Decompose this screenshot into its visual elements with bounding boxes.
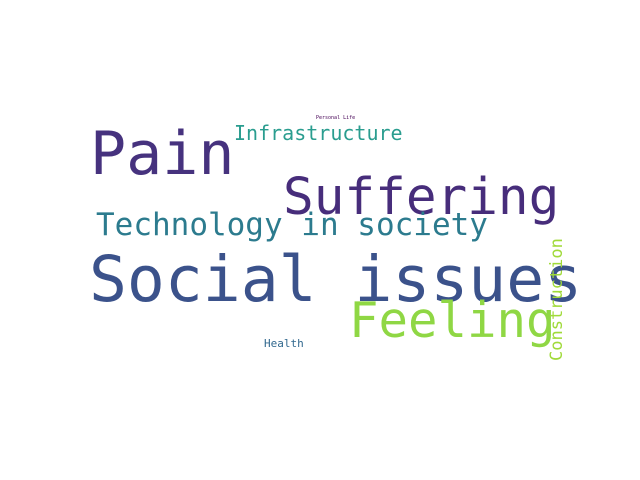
word-infrastructure: Infrastructure <box>234 121 403 145</box>
word-personal-life: Personal Life <box>316 115 356 121</box>
word-suffering: Suffering <box>283 168 560 227</box>
word-social-issues: Social issues <box>89 243 583 316</box>
word-pain: Pain <box>90 119 235 189</box>
word-construction: Construction <box>547 238 567 361</box>
word-feeling: Feeling <box>349 292 556 349</box>
word-health: Health <box>264 337 304 350</box>
word-technology-in-society: Technology in society <box>96 207 488 243</box>
